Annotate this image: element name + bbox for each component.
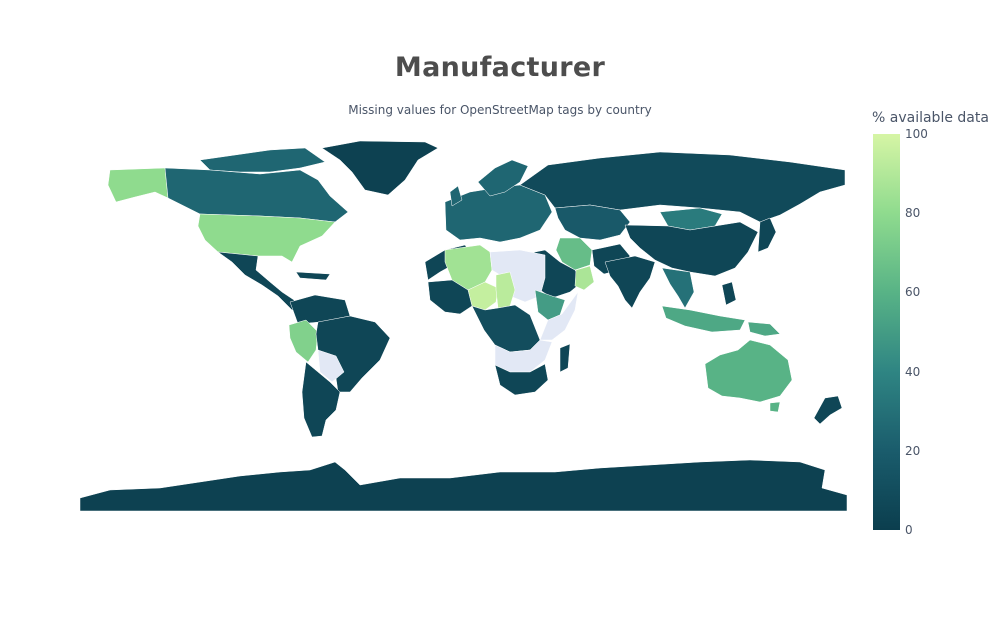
chart-subtitle: Missing values for OpenStreetMap tags by…: [348, 103, 652, 117]
region-usa[interactable]: [197, 213, 336, 263]
colorbar-tick-80: 80: [905, 206, 921, 220]
colorbar-tick-100: 100: [905, 127, 928, 141]
region-kazakhstan[interactable]: [554, 204, 631, 241]
region-north-africa[interactable]: [489, 249, 546, 303]
colorbar-tick-60: 60: [905, 285, 921, 299]
region-greenland[interactable]: [321, 140, 439, 196]
region-tasmania[interactable]: [769, 401, 781, 413]
region-argentina[interactable]: [301, 361, 341, 438]
region-se-asia[interactable]: [661, 267, 695, 309]
region-madagascar[interactable]: [559, 343, 571, 373]
region-peru[interactable]: [288, 319, 319, 363]
region-new-zealand[interactable]: [813, 395, 843, 425]
colorbar-tick-0: 0: [905, 523, 913, 537]
world-map[interactable]: [80, 135, 847, 511]
region-arctic-islands[interactable]: [199, 147, 326, 173]
region-china[interactable]: [624, 221, 759, 277]
region-central-africa[interactable]: [471, 304, 541, 353]
region-india[interactable]: [604, 255, 656, 309]
colorbar-title: % available data: [872, 110, 989, 126]
region-mexico[interactable]: [217, 251, 301, 311]
region-iran[interactable]: [555, 237, 593, 271]
colorbar-tick-40: 40: [905, 365, 921, 379]
region-canada[interactable]: [164, 167, 349, 223]
colorbar-tick-20: 20: [905, 444, 921, 458]
region-oman[interactable]: [574, 265, 595, 291]
region-indonesia[interactable]: [661, 305, 746, 333]
region-southern-africa[interactable]: [494, 363, 549, 396]
chart-title: Manufacturer: [394, 52, 606, 83]
region-west-africa[interactable]: [427, 279, 473, 315]
region-east-africa[interactable]: [539, 291, 579, 341]
region-japan[interactable]: [757, 217, 777, 253]
region-australia[interactable]: [704, 339, 793, 403]
region-bolivia[interactable]: [317, 349, 345, 383]
region-philippines[interactable]: [721, 281, 737, 306]
region-uk[interactable]: [449, 185, 463, 207]
region-antarctica[interactable]: [80, 459, 847, 511]
region-alaska[interactable]: [107, 167, 169, 203]
colorbar-gradient: [873, 134, 900, 530]
region-png[interactable]: [747, 321, 781, 337]
region-scandinavia[interactable]: [477, 159, 529, 197]
region-caribbean[interactable]: [295, 271, 331, 281]
